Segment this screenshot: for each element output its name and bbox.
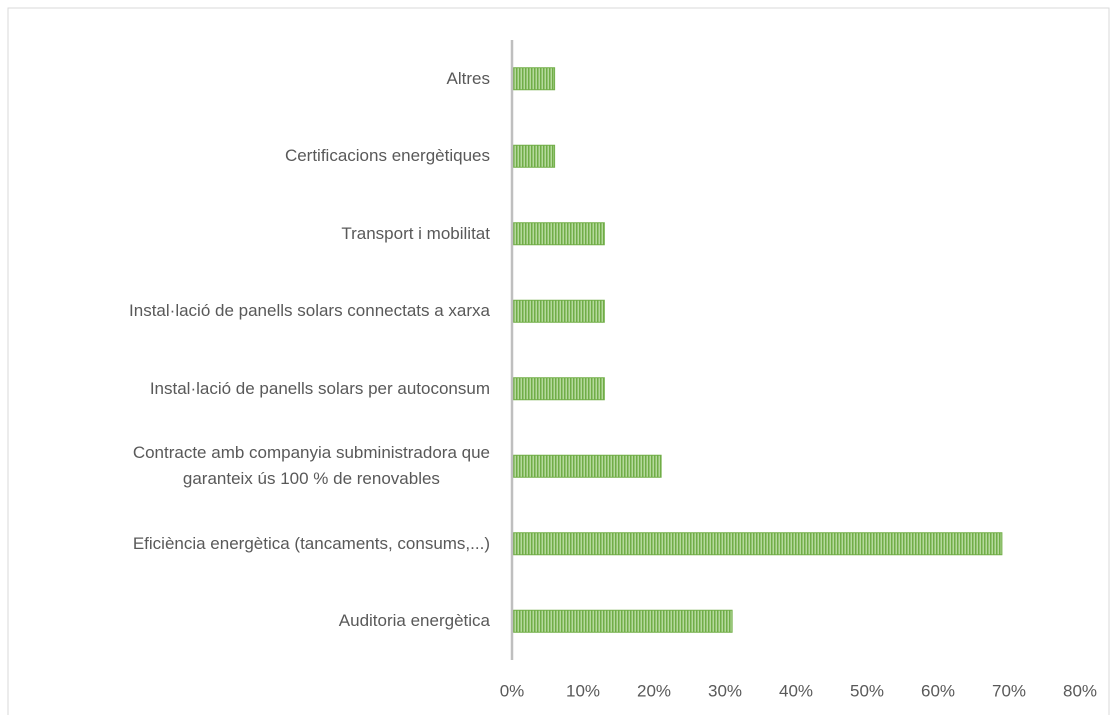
y-tick-label: Certificacions energètiques (284, 146, 490, 166)
x-tick-label: 60% (921, 681, 955, 700)
bar (511, 454, 662, 478)
y-tick-label: Contracte amb companyia subministradora … (132, 443, 490, 489)
y-tick-label: Eficiència energètica (tancaments, consu… (132, 533, 490, 553)
x-tick-label: 40% (779, 681, 813, 700)
x-tick-label: 30% (708, 681, 742, 700)
y-tick-label: Transport i mobilitat (341, 223, 490, 243)
x-tick-label: 70% (992, 681, 1026, 700)
bar (511, 144, 556, 168)
x-tick-label: 20% (637, 681, 671, 700)
y-tick-label: Altres (446, 68, 490, 88)
bar (511, 299, 605, 323)
x-tick-label: 0% (500, 681, 525, 700)
bar (511, 222, 605, 246)
bar (511, 377, 605, 401)
x-tick-label: 50% (850, 681, 884, 700)
y-tick-label: Instal·lació de panells solars connectat… (129, 301, 490, 321)
bar (511, 532, 1003, 556)
y-tick-label: Auditoria energètica (338, 611, 490, 631)
bar (511, 67, 556, 91)
frame (7, 7, 1110, 715)
bar (511, 609, 733, 633)
x-tick-label: 10% (566, 681, 600, 700)
x-tick-label: 80% (1063, 681, 1097, 700)
y-tick-label: Instal·lació de panells solars per autoc… (149, 378, 490, 398)
